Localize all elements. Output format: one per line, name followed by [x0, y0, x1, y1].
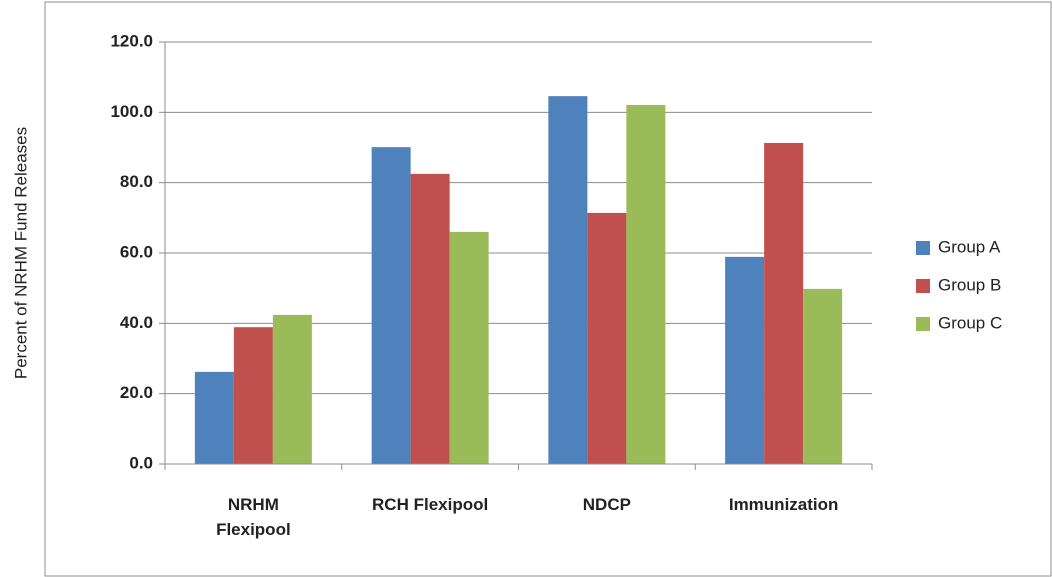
bar	[548, 96, 588, 464]
legend-label: Group C	[938, 313, 1002, 332]
y-tick-label: 0.0	[129, 453, 153, 472]
bar	[725, 256, 765, 464]
y-axis-label: Percent of NRHM Fund Releases	[11, 127, 30, 379]
bar	[803, 288, 843, 464]
bar	[233, 327, 273, 464]
y-tick-label: 100.0	[110, 102, 153, 121]
legend-swatch	[916, 279, 930, 293]
x-tick-label: NDCP	[582, 495, 631, 514]
bar	[449, 231, 489, 464]
bar	[194, 371, 234, 464]
x-tick-label: Immunization	[728, 495, 839, 514]
legend-swatch	[916, 241, 930, 255]
y-tick-label: 80.0	[120, 172, 153, 191]
bar	[272, 314, 312, 464]
legend-label: Group A	[938, 237, 1001, 256]
bar	[764, 142, 804, 464]
x-tick-label: NRHM Flexipool	[216, 495, 291, 539]
y-tick-label: 120.0	[110, 31, 153, 50]
y-tick-label: 60.0	[120, 242, 153, 261]
bar	[410, 173, 450, 464]
bar	[587, 212, 627, 464]
legend-swatch	[916, 317, 930, 331]
legend-label: Group B	[938, 275, 1001, 294]
y-tick-label: 20.0	[120, 383, 153, 402]
x-tick-label: RCH Flexipool	[372, 495, 489, 514]
chart-border	[44, 1, 1052, 577]
bar	[626, 104, 666, 464]
y-tick-label: 40.0	[120, 313, 153, 332]
bar	[371, 147, 411, 465]
